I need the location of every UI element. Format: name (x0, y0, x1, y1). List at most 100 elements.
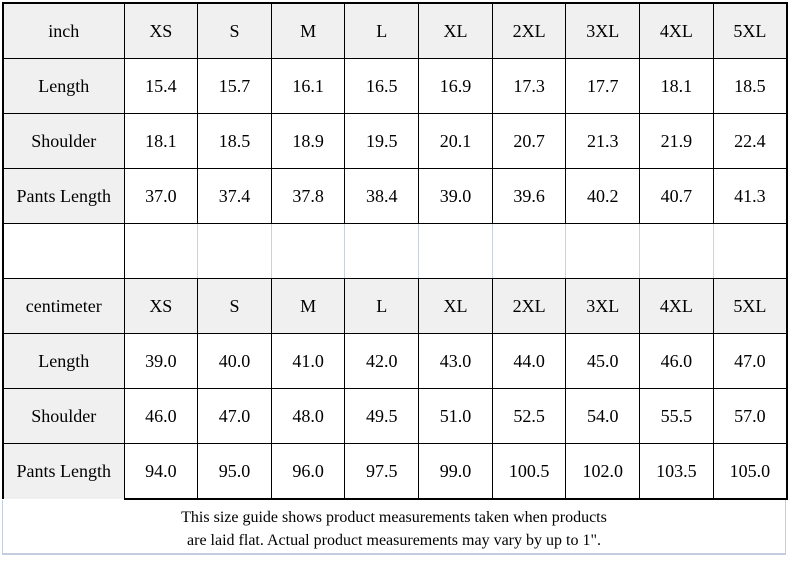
cm-shoulder-row: Shoulder 46.0 47.0 48.0 49.5 51.0 52.5 5… (2, 388, 788, 444)
size-col-header: 2XL (491, 2, 567, 59)
unit-header-cell: inch (2, 2, 125, 59)
value-cell: 16.9 (418, 58, 493, 114)
value-cell: 103.5 (639, 443, 714, 500)
inch-pants-length-row: Pants Length 37.0 37.4 37.8 38.4 39.0 39… (2, 168, 788, 224)
value-cell: 47.0 (712, 333, 788, 389)
row-label-cell: Pants Length (2, 443, 125, 499)
value-cell: 46.0 (123, 388, 199, 444)
value-cell: 48.0 (270, 388, 346, 444)
value-cell: 102.0 (565, 443, 641, 500)
value-cell: 47.0 (197, 388, 272, 444)
size-col-header: M (270, 278, 346, 334)
value-cell: 16.5 (344, 58, 420, 114)
row-label-cell: Shoulder (2, 113, 125, 169)
size-col-header: XS (123, 2, 199, 59)
empty-cell (344, 223, 420, 279)
size-col-header: 5XL (712, 278, 788, 334)
value-cell: 96.0 (270, 443, 346, 500)
value-cell: 18.1 (123, 113, 199, 169)
empty-cell (418, 223, 493, 279)
value-cell: 18.5 (712, 58, 788, 114)
empty-cell (712, 223, 788, 279)
inch-shoulder-row: Shoulder 18.1 18.5 18.9 19.5 20.1 20.7 2… (2, 113, 788, 169)
size-col-header: L (344, 2, 420, 59)
value-cell: 99.0 (418, 443, 493, 500)
value-cell: 22.4 (712, 113, 788, 169)
spacer-row (2, 223, 788, 279)
empty-cell (197, 223, 272, 279)
value-cell: 57.0 (712, 388, 788, 444)
value-cell: 19.5 (344, 113, 420, 169)
size-guide-table: inch XS S M L XL 2XL 3XL 4XL 5XL Length … (2, 2, 788, 500)
empty-cell (123, 223, 199, 279)
value-cell: 97.5 (344, 443, 420, 500)
value-cell: 21.9 (639, 113, 714, 169)
empty-cell (565, 223, 641, 279)
value-cell: 55.5 (639, 388, 714, 444)
size-col-header: XS (123, 278, 199, 334)
value-cell: 39.6 (491, 168, 567, 224)
value-cell: 46.0 (639, 333, 714, 389)
empty-cell (270, 223, 346, 279)
value-cell: 94.0 (123, 443, 199, 500)
value-cell: 40.0 (197, 333, 272, 389)
value-cell: 21.3 (565, 113, 641, 169)
value-cell: 15.4 (123, 58, 199, 114)
size-col-header: XL (418, 2, 493, 59)
value-cell: 38.4 (344, 168, 420, 224)
size-col-header: S (197, 2, 272, 59)
inch-length-row: Length 15.4 15.7 16.1 16.5 16.9 17.3 17.… (2, 58, 788, 114)
note-line-2: are laid flat. Actual product measuremen… (187, 532, 601, 549)
value-cell: 43.0 (418, 333, 493, 389)
value-cell: 39.0 (123, 333, 199, 389)
value-cell: 54.0 (565, 388, 641, 444)
value-cell: 42.0 (344, 333, 420, 389)
value-cell: 41.0 (270, 333, 346, 389)
size-col-header: XL (418, 278, 493, 334)
size-col-header: 3XL (565, 278, 641, 334)
row-label-cell: Length (2, 333, 125, 389)
size-col-header: 4XL (639, 278, 714, 334)
value-cell: 17.3 (491, 58, 567, 114)
value-cell: 20.7 (491, 113, 567, 169)
value-cell: 51.0 (418, 388, 493, 444)
row-label-cell: Pants Length (2, 168, 125, 224)
note-line-1: This size guide shows product measuremen… (181, 509, 607, 526)
value-cell: 52.5 (491, 388, 567, 444)
empty-cell (2, 223, 125, 279)
cm-length-row: Length 39.0 40.0 41.0 42.0 43.0 44.0 45.… (2, 333, 788, 389)
value-cell: 18.1 (639, 58, 714, 114)
size-col-header: 4XL (639, 2, 714, 59)
cm-header-row: centimeter XS S M L XL 2XL 3XL 4XL 5XL (2, 278, 788, 334)
value-cell: 105.0 (712, 443, 788, 500)
value-cell: 37.4 (197, 168, 272, 224)
value-cell: 37.8 (270, 168, 346, 224)
empty-cell (491, 223, 567, 279)
value-cell: 100.5 (491, 443, 567, 500)
value-cell: 95.0 (197, 443, 272, 500)
size-col-header: 3XL (565, 2, 641, 59)
unit-header-cell: centimeter (2, 278, 125, 334)
row-label-cell: Length (2, 58, 125, 114)
value-cell: 20.1 (418, 113, 493, 169)
size-col-header: S (197, 278, 272, 334)
value-cell: 49.5 (344, 388, 420, 444)
size-col-header: 2XL (491, 278, 567, 334)
value-cell: 18.9 (270, 113, 346, 169)
value-cell: 18.5 (197, 113, 272, 169)
cm-pants-length-row: Pants Length 94.0 95.0 96.0 97.5 99.0 10… (2, 443, 788, 500)
value-cell: 45.0 (565, 333, 641, 389)
value-cell: 40.7 (639, 168, 714, 224)
value-cell: 16.1 (270, 58, 346, 114)
value-cell: 37.0 (123, 168, 199, 224)
empty-cell (639, 223, 714, 279)
value-cell: 15.7 (197, 58, 272, 114)
value-cell: 40.2 (565, 168, 641, 224)
size-col-header: 5XL (712, 2, 788, 59)
size-guide-note: This size guide shows product measuremen… (2, 500, 786, 555)
size-col-header: M (270, 2, 346, 59)
value-cell: 44.0 (491, 333, 567, 389)
inch-header-row: inch XS S M L XL 2XL 3XL 4XL 5XL (2, 2, 788, 59)
value-cell: 41.3 (712, 168, 788, 224)
row-label-cell: Shoulder (2, 388, 125, 444)
